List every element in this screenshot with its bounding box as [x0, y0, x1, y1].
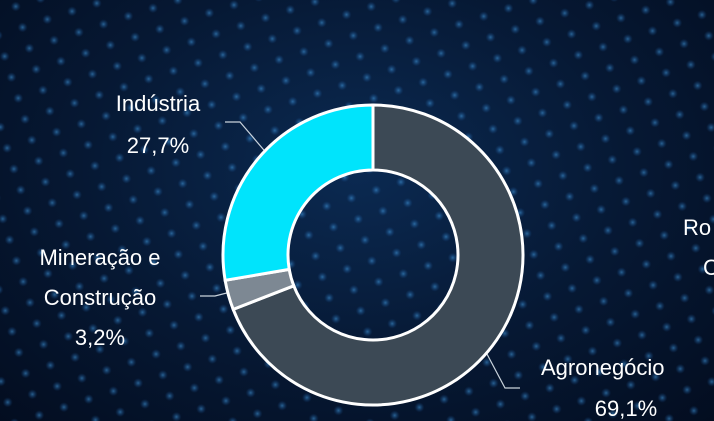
donut-slice	[221, 103, 375, 283]
value-label: 69,1%	[594, 396, 658, 421]
category-label: Agronegócio	[541, 355, 665, 380]
annotation: Ro	[683, 215, 712, 240]
value-label: 3,2%	[74, 325, 126, 350]
donut-slice	[231, 103, 525, 407]
value-label: 27,7%	[126, 133, 190, 158]
category-label: Mineração e Construção	[39, 245, 161, 310]
category-label: Indústria	[115, 91, 201, 116]
annotation: C	[703, 255, 714, 280]
